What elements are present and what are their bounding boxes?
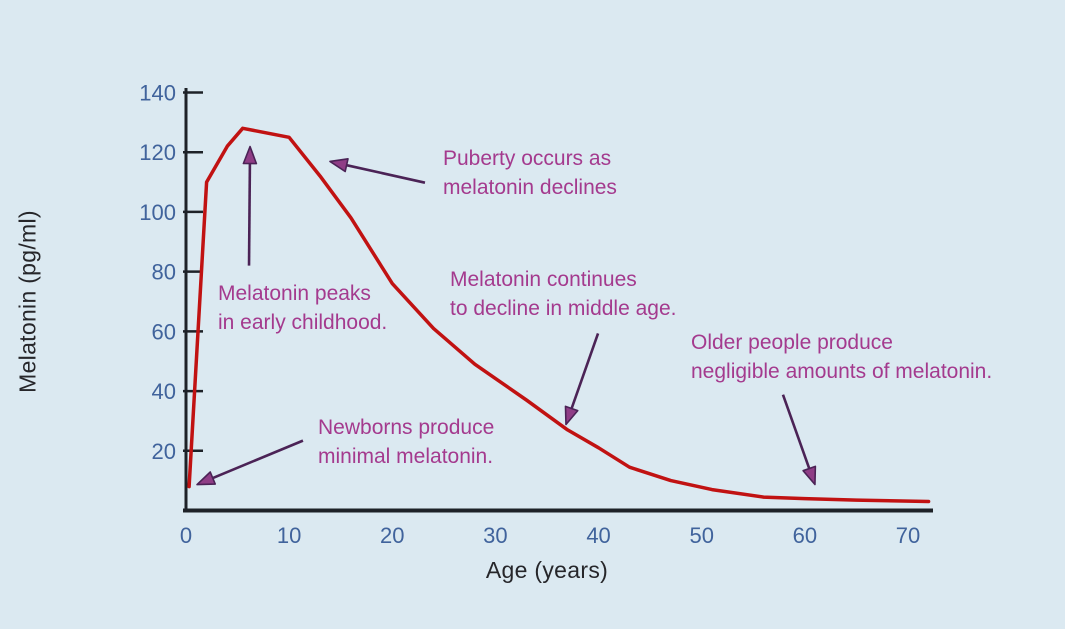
x-tick-label: 10	[277, 523, 301, 548]
annotation-line: to decline in middle age.	[450, 297, 677, 320]
x-tick-label: 60	[793, 523, 817, 548]
x-tick-label: 0	[180, 523, 192, 548]
x-tick-label: 20	[380, 523, 404, 548]
y-tick-label: 40	[152, 379, 176, 404]
annotation-middle-age-decline: Melatonin continues to decline in middle …	[450, 265, 676, 323]
annotation-arrow-head	[329, 158, 349, 173]
annotation-line: negligible amounts of melatonin.	[691, 360, 993, 383]
y-tick-label: 120	[139, 140, 176, 165]
annotation-line: melatonin declines	[443, 176, 617, 199]
annotation-arrow-head	[802, 465, 817, 486]
x-tick-label: 50	[689, 523, 713, 548]
annotation-peak-early-childhood: Melatonin peaks in early childhood.	[218, 279, 387, 337]
annotation-arrow-shaft	[781, 394, 811, 469]
x-tick-label: 40	[586, 523, 610, 548]
x-tick-label: 70	[896, 523, 920, 548]
annotation-puberty-decline: Puberty occurs as melatonin declines	[443, 144, 617, 202]
x-tick-label: 30	[483, 523, 507, 548]
annotation-newborns-minimal: Newborns produce minimal melatonin.	[318, 413, 494, 471]
y-tick-label: 60	[152, 319, 176, 344]
annotation-line: Older people produce	[691, 331, 893, 354]
annotation-arrow-head	[564, 405, 579, 426]
annotation-arrow-shaft	[247, 163, 252, 266]
annotation-arrow-shaft	[570, 333, 600, 409]
annotation-arrow-shaft	[212, 439, 304, 480]
annotation-line: Puberty occurs as	[443, 147, 612, 170]
y-axis-title: Melatonin (pg/ml)	[14, 210, 41, 393]
annotation-line: minimal melatonin.	[318, 445, 494, 468]
annotation-line: in early childhood.	[218, 311, 388, 334]
annotation-arrow-shaft	[346, 163, 426, 184]
annotation-arrows-layer	[196, 145, 817, 486]
x-axis-title: Age (years)	[485, 557, 609, 583]
annotation-line: Melatonin continues	[450, 268, 637, 291]
annotation-arrow-head	[196, 471, 217, 486]
y-tick-label: 20	[152, 439, 176, 464]
y-tick-label: 80	[152, 260, 176, 285]
annotation-line: Melatonin peaks	[218, 282, 371, 305]
annotation-arrow-head	[242, 145, 258, 165]
axes-layer: 20 40 60 80 100 120 140 0 10 20 30 40 50 60 70	[139, 81, 933, 548]
y-tick-label: 100	[139, 200, 176, 225]
y-tick-label: 140	[139, 81, 176, 106]
melatonin-curve	[187, 126, 931, 504]
annotation-line: Newborns produce	[318, 416, 495, 439]
melatonin-curve-layer	[187, 126, 931, 504]
annotation-older-negligible: Older people produce negligible amounts o…	[691, 328, 992, 386]
